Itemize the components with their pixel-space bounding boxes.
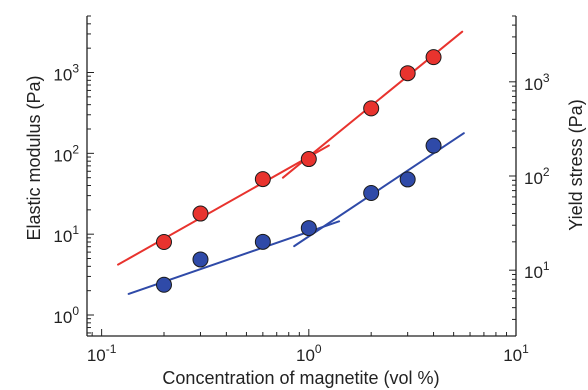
data-point-blue [192, 251, 209, 268]
data-point-red [425, 49, 442, 66]
data-point-blue [425, 137, 442, 154]
data-point-blue [399, 171, 416, 188]
y-right-tick-label: 103 [524, 71, 550, 94]
y-axis-title-left: Elastic modulus (Pa) [24, 75, 44, 240]
y-left-tick-label: 102 [53, 142, 79, 165]
data-point-red [192, 205, 209, 222]
x-tick-label: 101 [503, 342, 529, 365]
data-point-blue [363, 184, 380, 201]
data-point-red [300, 151, 317, 168]
y-left-tick-label: 100 [53, 304, 79, 327]
data-point-blue [155, 276, 172, 293]
fit-line-red-1 [117, 144, 330, 266]
x-tick-label: 100 [296, 342, 322, 365]
data-point-blue [254, 233, 271, 250]
data-point-red [155, 234, 172, 251]
ticks-layer: 10-1 100 101 100 101 102 103 101 102 103 [53, 15, 550, 365]
y-left-tick-label: 103 [53, 62, 79, 85]
data-point-red [363, 100, 380, 117]
data-point-blue [300, 220, 317, 237]
y-right-tick-label: 102 [524, 165, 550, 188]
x-tick-label: 10-1 [87, 342, 117, 365]
data-point-red [399, 65, 416, 82]
y-left-tick-label: 101 [53, 223, 79, 246]
y-axis-title-right: Yield stress (Pa) [566, 99, 586, 230]
points-layer [155, 49, 442, 293]
axes-layer [86, 16, 517, 337]
x-axis-title: Concentration of magnetite (vol %) [162, 368, 439, 388]
data-point-red [254, 171, 271, 188]
y-right-tick-label: 101 [524, 259, 550, 282]
